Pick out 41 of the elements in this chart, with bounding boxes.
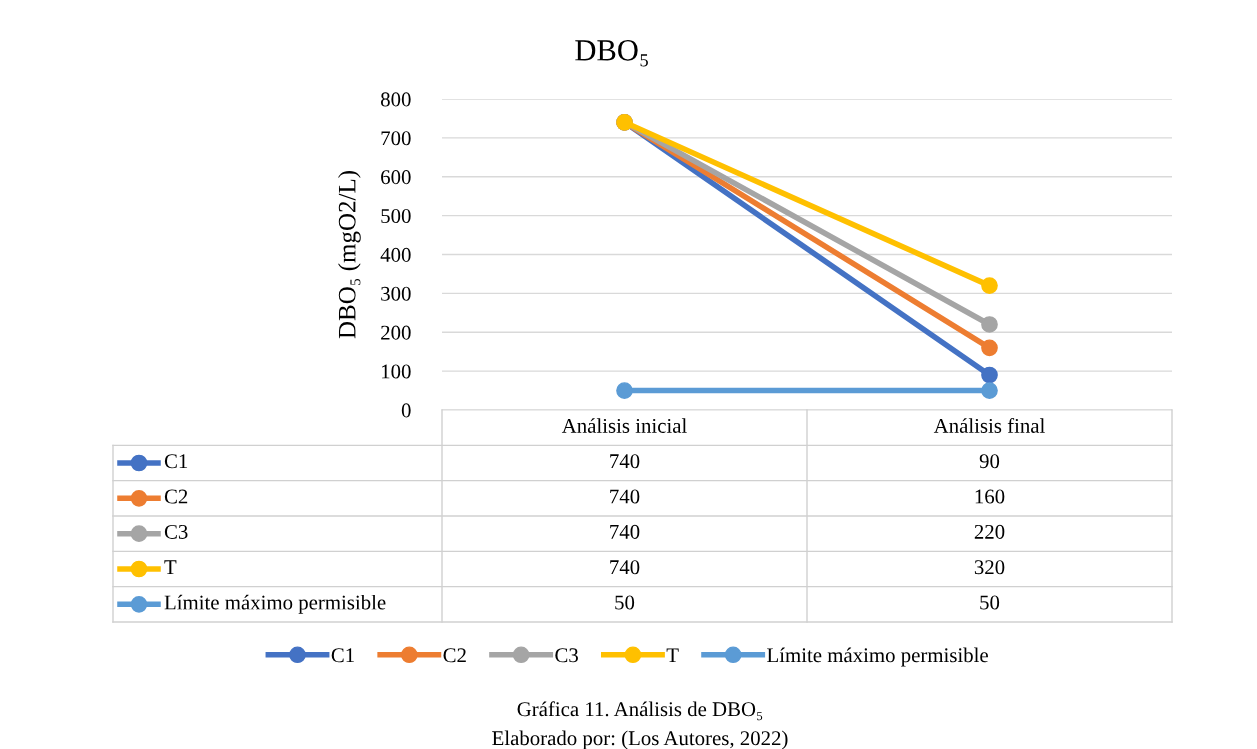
y-tick-label: 500 (381, 209, 411, 224)
point (981, 339, 998, 357)
legend-label: C1 (331, 648, 354, 663)
y-axis-title: DBO₅ (mgO2/L) (338, 171, 361, 339)
point (616, 382, 633, 399)
x-tick-label: Análisis inicial (561, 418, 687, 433)
data-label: 740 (610, 560, 640, 575)
data-label: 740 (610, 524, 640, 539)
data-label: 320 (974, 560, 1005, 575)
point (981, 316, 998, 333)
legend-label: C2 (443, 648, 466, 663)
text: Límite máximo permisible (164, 594, 386, 614)
point (981, 382, 998, 399)
data-label: 220 (974, 524, 1005, 539)
y-tick-label: 0 (401, 403, 411, 418)
y-tick-label: 700 (381, 131, 411, 146)
point (981, 277, 998, 294)
text: Gráfica 11. Análisis de DBO₅ (517, 701, 763, 721)
data-label: 740 (610, 454, 640, 469)
text: C3 (164, 524, 188, 539)
text: Elaborado por: (Los Autores, 2022) (492, 730, 788, 749)
y-tick-label: 300 (381, 286, 411, 301)
point (981, 366, 998, 384)
text: T (164, 560, 177, 575)
y-tick-label: 400 (380, 247, 411, 262)
y-tick-label: 100 (382, 364, 411, 379)
y-tick-label: 800 (380, 92, 411, 107)
data-label: 90 (979, 454, 1000, 469)
legend-label: T (666, 648, 679, 663)
chart-title: DBO₅ (575, 40, 648, 67)
text: C2 (164, 489, 188, 504)
data-label: 160 (975, 489, 1005, 504)
y-tick-label: 600 (381, 170, 411, 185)
legend-label: Límite máximo permisible (767, 647, 988, 667)
data-label: 740 (610, 489, 640, 504)
text: C1 (164, 454, 188, 469)
data-label: 50 (980, 595, 1000, 610)
y-tick-label: 200 (381, 325, 411, 340)
x-tick-label: Análisis final (933, 418, 1045, 433)
legend-label: C3 (555, 648, 578, 663)
data-label: 50 (615, 595, 635, 610)
